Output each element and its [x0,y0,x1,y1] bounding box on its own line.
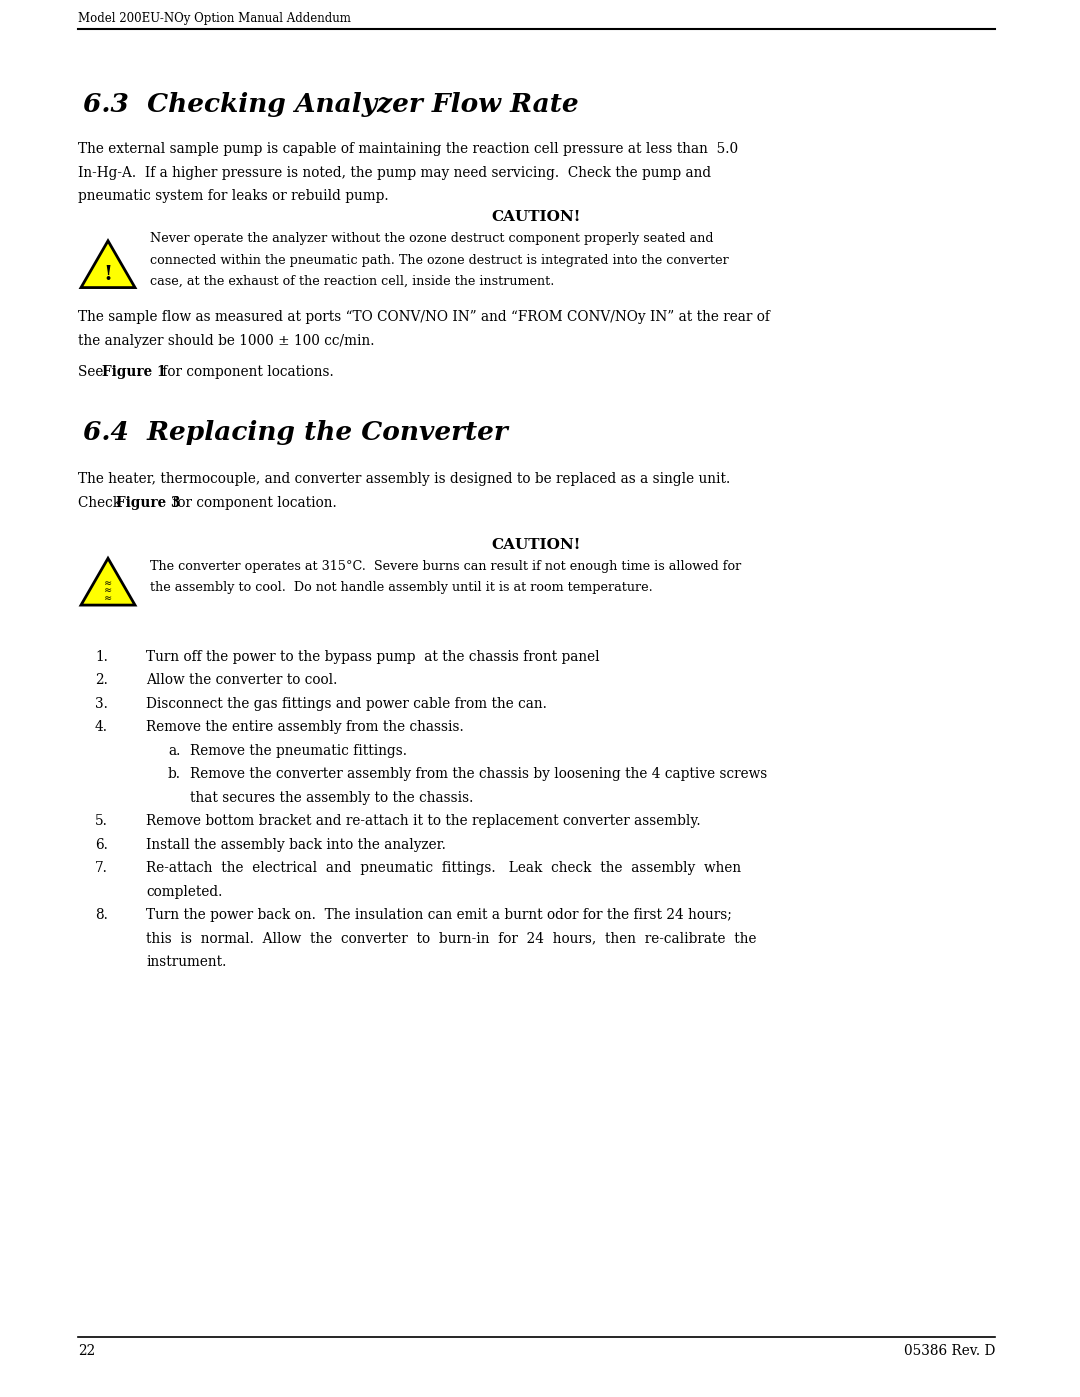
Text: Model 200EU-NOy Option Manual Addendum: Model 200EU-NOy Option Manual Addendum [78,13,351,25]
Text: CAUTION!: CAUTION! [491,210,581,224]
Text: !: ! [104,264,112,284]
Text: Remove the converter assembly from the chassis by loosening the 4 captive screws: Remove the converter assembly from the c… [190,767,767,781]
Text: Turn off the power to the bypass pump  at the chassis front panel: Turn off the power to the bypass pump at… [146,650,599,664]
Text: 4.: 4. [95,719,108,733]
Text: CAUTION!: CAUTION! [491,538,581,552]
Text: Check: Check [78,496,125,510]
Polygon shape [81,240,135,288]
Text: Figure 1: Figure 1 [102,365,166,379]
Text: 6.: 6. [95,837,108,852]
Text: In-Hg-A.  If a higher pressure is noted, the pump may need servicing.  Check the: In-Hg-A. If a higher pressure is noted, … [78,165,711,179]
Text: Figure 3: Figure 3 [116,496,180,510]
Text: The converter operates at 315°C.  Severe burns can result if not enough time is : The converter operates at 315°C. Severe … [150,560,741,573]
Text: that secures the assembly to the chassis.: that secures the assembly to the chassis… [190,791,473,805]
Text: for component location.: for component location. [168,496,337,510]
Text: 5.: 5. [95,814,108,828]
Text: Install the assembly back into the analyzer.: Install the assembly back into the analy… [146,837,446,852]
Text: The heater, thermocouple, and converter assembly is designed to be replaced as a: The heater, thermocouple, and converter … [78,472,730,486]
Text: 22: 22 [78,1344,95,1358]
Text: 05386 Rev. D: 05386 Rev. D [904,1344,995,1358]
Text: Re-attach  the  electrical  and  pneumatic  fittings.   Leak  check  the  assemb: Re-attach the electrical and pneumatic f… [146,861,741,875]
Text: instrument.: instrument. [146,956,227,970]
Text: ≈
≈
≈: ≈ ≈ ≈ [104,578,112,604]
Text: Remove bottom bracket and re-attach it to the replacement converter assembly.: Remove bottom bracket and re-attach it t… [146,814,701,828]
Text: Turn the power back on.  The insulation can emit a burnt odor for the first 24 h: Turn the power back on. The insulation c… [146,908,732,922]
Polygon shape [81,559,135,605]
Text: the analyzer should be 1000 ± 100 cc/min.: the analyzer should be 1000 ± 100 cc/min… [78,334,375,348]
Text: this  is  normal.  Allow  the  converter  to  burn-in  for  24  hours,  then  re: this is normal. Allow the converter to b… [146,932,756,946]
Text: 1.: 1. [95,650,108,664]
Text: b.: b. [168,767,181,781]
Text: Remove the pneumatic fittings.: Remove the pneumatic fittings. [190,743,407,757]
Text: Remove the entire assembly from the chassis.: Remove the entire assembly from the chas… [146,719,463,733]
Text: The sample flow as measured at ports “TO CONV/NO IN” and “FROM CONV/NOy IN” at t: The sample flow as measured at ports “TO… [78,310,770,324]
Text: 2.: 2. [95,673,108,687]
Text: 8.: 8. [95,908,108,922]
Text: completed.: completed. [146,884,222,898]
Text: case, at the exhaust of the reaction cell, inside the instrument.: case, at the exhaust of the reaction cel… [150,275,554,288]
Text: Allow the converter to cool.: Allow the converter to cool. [146,673,337,687]
Text: The external sample pump is capable of maintaining the reaction cell pressure at: The external sample pump is capable of m… [78,142,738,156]
Text: See: See [78,365,108,379]
Text: 6.3  Checking Analyzer Flow Rate: 6.3 Checking Analyzer Flow Rate [83,92,579,117]
Text: for component locations.: for component locations. [159,365,334,379]
Text: connected within the pneumatic path. The ozone destruct is integrated into the c: connected within the pneumatic path. The… [150,253,729,267]
Text: 3.: 3. [95,697,108,711]
Text: 6.4  Replacing the Converter: 6.4 Replacing the Converter [83,420,508,446]
Text: Never operate the analyzer without the ozone destruct component properly seated : Never operate the analyzer without the o… [150,232,714,244]
Text: 7.: 7. [95,861,108,875]
Text: pneumatic system for leaks or rebuild pump.: pneumatic system for leaks or rebuild pu… [78,189,389,203]
Text: Disconnect the gas fittings and power cable from the can.: Disconnect the gas fittings and power ca… [146,697,546,711]
Text: a.: a. [168,743,180,757]
Text: the assembly to cool.  Do not handle assembly until it is at room temperature.: the assembly to cool. Do not handle asse… [150,581,652,594]
